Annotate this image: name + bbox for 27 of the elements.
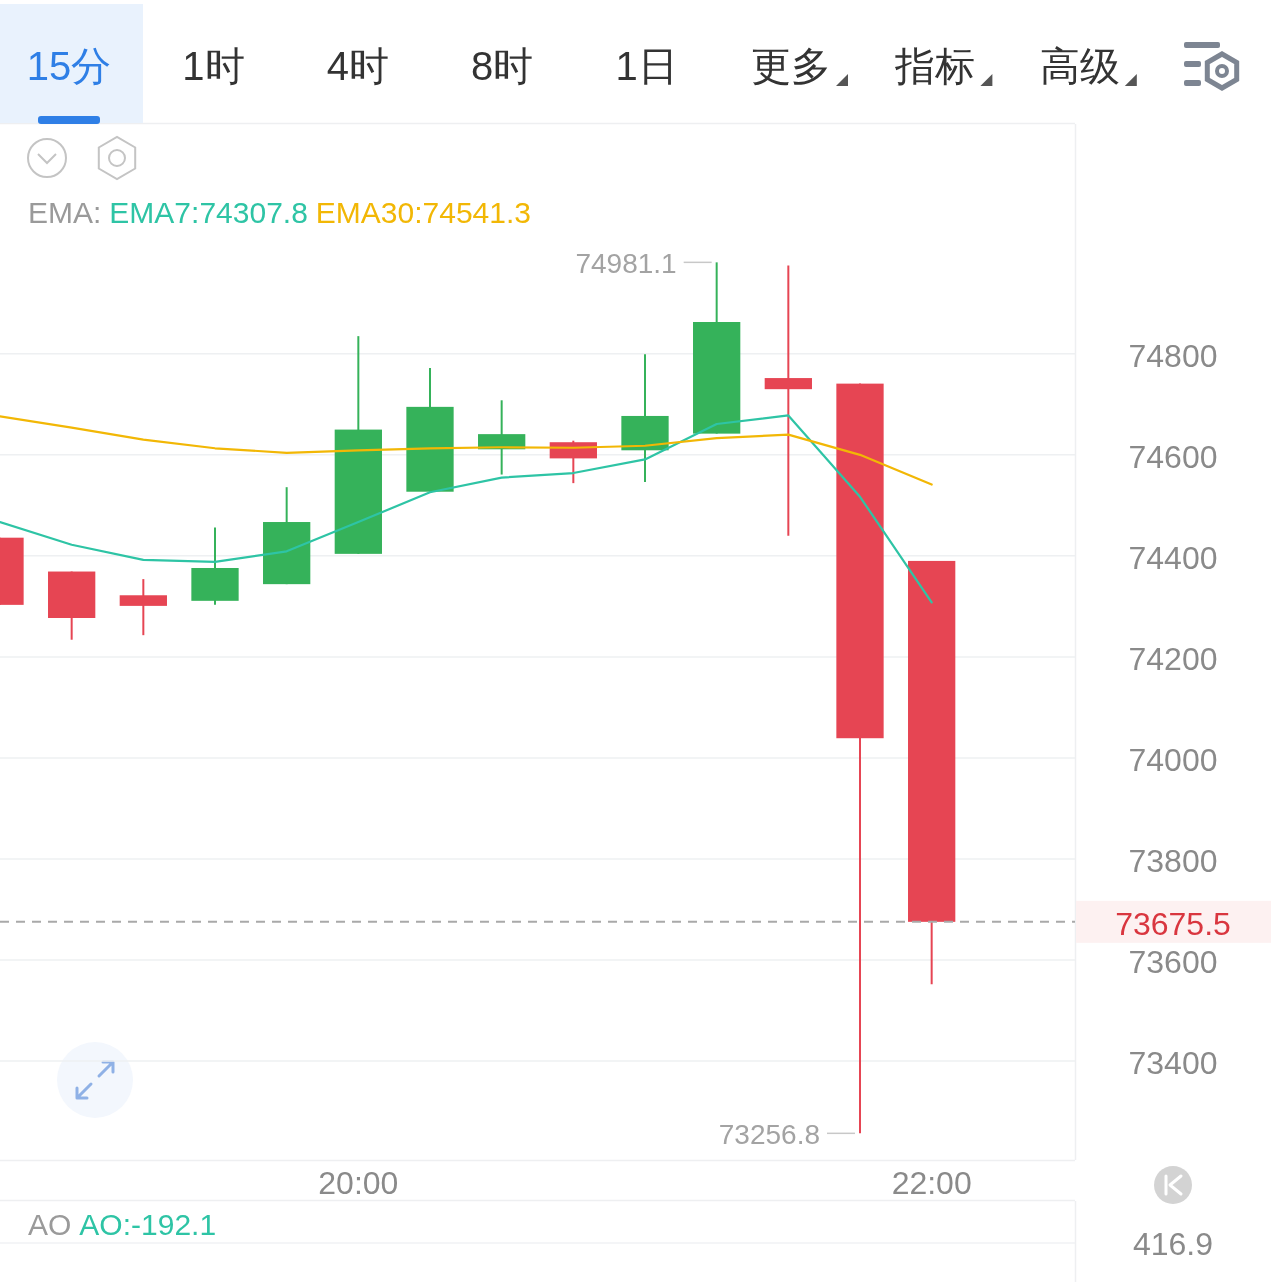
y-tick: 74000 — [1128, 741, 1218, 778]
y-tick: 74800 — [1128, 337, 1218, 374]
tab-label: 高级 — [1039, 44, 1120, 88]
legend-title: EMA: — [28, 195, 102, 229]
panel-title: AO — [28, 1207, 72, 1241]
y-tick: 74200 — [1128, 640, 1218, 677]
indicator-value: AO:-192.1 — [79, 1207, 217, 1241]
legend-entry: EMA30:74541.3 — [315, 195, 531, 229]
y-tick: 73600 — [1128, 943, 1218, 980]
extreme-label: 73256.8 — [718, 1118, 820, 1150]
y-tick: 416.9 — [1132, 1226, 1214, 1262]
tab-label: 8时 — [471, 44, 534, 88]
x-tick: 22:00 — [891, 1165, 972, 1201]
legend-entry: EMA7:74307.8 — [109, 195, 308, 229]
tab-label: 4时 — [326, 44, 389, 88]
y-tick: 74400 — [1128, 539, 1218, 576]
x-tick: 20:00 — [318, 1165, 399, 1201]
tab-label: 指标 — [895, 44, 976, 88]
y-tick: 74600 — [1128, 438, 1218, 475]
tab-label: 15分 — [26, 44, 112, 88]
y-tick: 73800 — [1128, 842, 1218, 879]
y-tick: 73675.5 — [1115, 905, 1231, 942]
tab-label: 1时 — [182, 44, 245, 88]
tab-label: 1日 — [615, 44, 678, 88]
extreme-label: 74981.1 — [575, 247, 677, 279]
y-tick: 73400 — [1128, 1045, 1218, 1081]
tab-label: 更多 — [751, 44, 831, 88]
